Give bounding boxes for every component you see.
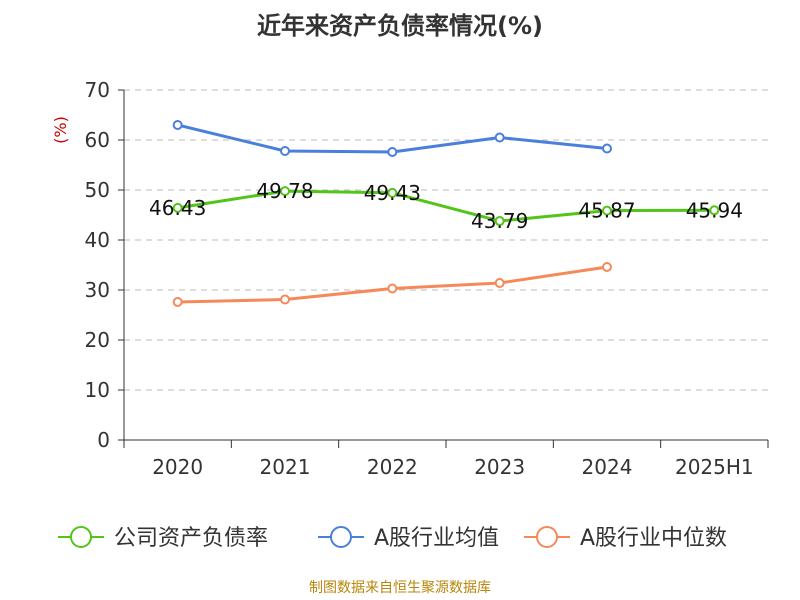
data-point <box>602 262 612 272</box>
data-labels: 46.43 49.78 49.43 43.79 45.87 45.94 <box>149 179 743 233</box>
legend-marker[interactable] <box>330 526 352 548</box>
y-tick-label: 20 <box>85 328 110 352</box>
data-label: 45.87 <box>578 199 635 223</box>
legend-item-label[interactable]: A股行业均值 <box>374 526 499 551</box>
data-point <box>494 132 505 143</box>
x-tick-label: 2021 <box>260 455 311 479</box>
y-tick-label: 0 <box>97 428 110 452</box>
x-tick-label: 2025H1 <box>675 455 754 479</box>
y-tick-label: 40 <box>85 228 110 252</box>
data-point <box>172 120 183 130</box>
x-tick-label: 2022 <box>367 455 418 479</box>
chart-title: 近年来资产负债率情况(%) <box>257 12 543 40</box>
legend-item-label[interactable]: 公司资产负债率 <box>114 526 268 551</box>
source-note: 制图数据来自恒生聚源数据库 <box>309 580 491 596</box>
data-label: 49.43 <box>364 181 421 205</box>
data-point <box>172 297 183 307</box>
data-point <box>280 186 290 197</box>
y-tick-label: 30 <box>85 278 110 302</box>
series-line-0 <box>177 189 715 223</box>
y-axis-unit-label: (%) <box>51 116 70 144</box>
y-tick-label: 50 <box>85 178 110 202</box>
data-point <box>709 205 720 216</box>
data-point <box>387 187 398 198</box>
x-tick-label: 2020 <box>152 455 203 479</box>
data-point <box>280 294 290 305</box>
data-point <box>280 146 290 156</box>
legend-marker[interactable] <box>536 526 558 548</box>
data-label: 49.78 <box>256 179 313 203</box>
legend-marker[interactable] <box>70 526 92 548</box>
x-tick-label: 2024 <box>582 455 633 479</box>
grid-lines <box>124 89 768 391</box>
data-point <box>172 202 183 213</box>
series-lines <box>172 120 720 307</box>
data-point <box>387 283 398 294</box>
axes: 0 10 20 30 40 50 60 70 (%) 2020 2021 2022 2023 2024 20… <box>51 78 769 479</box>
data-point <box>602 143 612 154</box>
data-point <box>494 278 505 288</box>
y-tick-label: 60 <box>85 128 110 152</box>
y-tick-label: 10 <box>85 378 110 402</box>
data-label: 45.94 <box>686 198 743 222</box>
y-tick-label: 70 <box>85 78 110 102</box>
data-label: 46.43 <box>149 196 206 220</box>
x-tick-label: 2023 <box>474 455 525 479</box>
data-point <box>602 205 612 216</box>
legend-item-label[interactable]: A股行业中位数 <box>580 526 727 551</box>
data-point <box>494 216 505 227</box>
legend: 公司资产负债率 A股行业均值 A股行业中位数 <box>58 526 727 551</box>
data-label: 43.79 <box>471 209 528 233</box>
data-point <box>387 147 398 157</box>
